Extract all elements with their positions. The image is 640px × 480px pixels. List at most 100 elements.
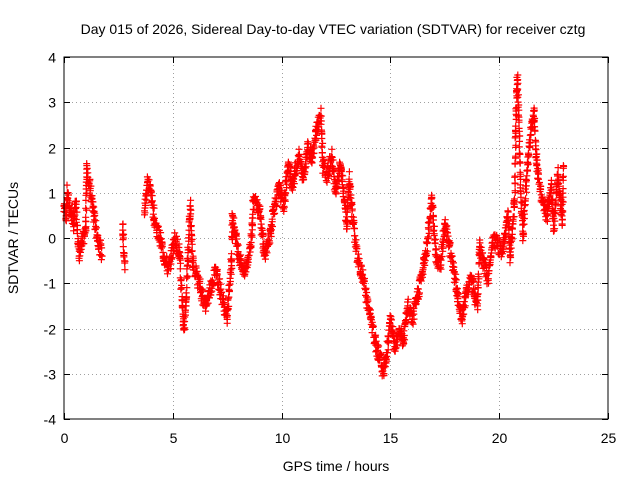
data-point	[225, 288, 233, 295]
data-point	[334, 173, 342, 181]
y-tick-label: 3	[48, 95, 56, 111]
data-point	[530, 107, 538, 115]
data-point	[348, 205, 356, 213]
data-point	[510, 202, 518, 210]
data-point	[157, 229, 165, 237]
data-point	[63, 181, 71, 189]
data-point	[425, 225, 433, 233]
data-point	[554, 171, 562, 179]
data-point	[228, 257, 236, 265]
x-tick-label: 0	[61, 430, 69, 446]
data-point	[345, 168, 353, 176]
data-point	[310, 142, 318, 150]
data-point	[144, 177, 152, 185]
data-point	[559, 162, 567, 170]
data-point	[215, 279, 223, 287]
data-point	[328, 145, 336, 153]
data-point	[507, 244, 515, 252]
data-point	[450, 266, 457, 274]
data-point	[429, 203, 437, 211]
data-point	[372, 331, 380, 339]
data-point	[511, 189, 519, 196]
data-point	[550, 208, 558, 216]
data-point	[284, 162, 292, 170]
x-tick-label: 10	[275, 430, 291, 446]
data-point	[430, 230, 438, 238]
data-point	[94, 234, 102, 242]
data-point	[275, 184, 283, 192]
data-point	[534, 175, 542, 183]
data-point	[416, 289, 423, 297]
data-point	[339, 172, 347, 180]
data-point	[121, 266, 129, 274]
data-point	[452, 276, 460, 284]
data-point	[551, 217, 559, 225]
data-point	[467, 275, 475, 283]
data-point	[506, 252, 514, 260]
data-point	[73, 208, 81, 216]
data-point	[266, 239, 274, 247]
data-point	[344, 218, 352, 226]
data-point	[417, 275, 425, 283]
data-point	[312, 125, 320, 133]
data-point	[167, 260, 175, 268]
data-point	[92, 217, 100, 225]
data-point	[441, 220, 449, 228]
data-point	[181, 324, 189, 332]
data-point	[319, 162, 327, 170]
data-point	[325, 172, 332, 179]
data-point	[504, 207, 512, 215]
data-point	[70, 220, 78, 228]
data-point	[280, 202, 288, 210]
data-point	[229, 219, 237, 227]
data-point	[80, 240, 88, 248]
data-point	[523, 172, 531, 180]
data-point	[446, 240, 454, 248]
data-point	[493, 239, 501, 246]
data-point	[458, 315, 466, 323]
data-point	[157, 235, 165, 243]
x-tick-label: 5	[170, 430, 178, 446]
data-point	[208, 279, 216, 287]
data-point	[98, 252, 106, 260]
data-point	[501, 239, 509, 247]
data-point	[247, 239, 255, 246]
data-point	[351, 225, 358, 233]
data-point	[182, 302, 190, 310]
data-point	[336, 162, 344, 170]
data-point	[176, 265, 184, 273]
data-point	[317, 112, 325, 120]
data-point	[351, 232, 359, 240]
x-tick-label: 15	[383, 430, 399, 446]
data-point	[237, 255, 245, 263]
data-point	[304, 144, 312, 151]
data-point	[526, 139, 534, 147]
data-point	[272, 195, 280, 203]
data-point	[234, 241, 242, 249]
data-point	[408, 315, 416, 323]
data-point	[516, 137, 523, 145]
data-point	[508, 235, 516, 243]
data-point	[242, 263, 250, 271]
data-point	[145, 176, 153, 184]
data-point	[63, 189, 71, 197]
data-point	[367, 315, 375, 323]
data-point	[559, 173, 567, 181]
data-point	[75, 252, 83, 260]
data-point	[188, 240, 196, 248]
data-point	[367, 306, 374, 314]
y-tick-label: 0	[48, 231, 56, 247]
data-point	[319, 139, 327, 147]
data-point	[317, 104, 325, 112]
y-tick-label: 2	[48, 141, 56, 157]
data-point	[372, 337, 380, 345]
data-point	[448, 252, 456, 260]
data-point	[423, 247, 431, 255]
data-point	[73, 230, 81, 237]
data-point	[471, 285, 479, 293]
data-point	[543, 217, 551, 225]
data-point	[223, 315, 231, 323]
data-point	[256, 202, 264, 210]
data-point	[473, 302, 481, 310]
data-point	[513, 85, 521, 93]
